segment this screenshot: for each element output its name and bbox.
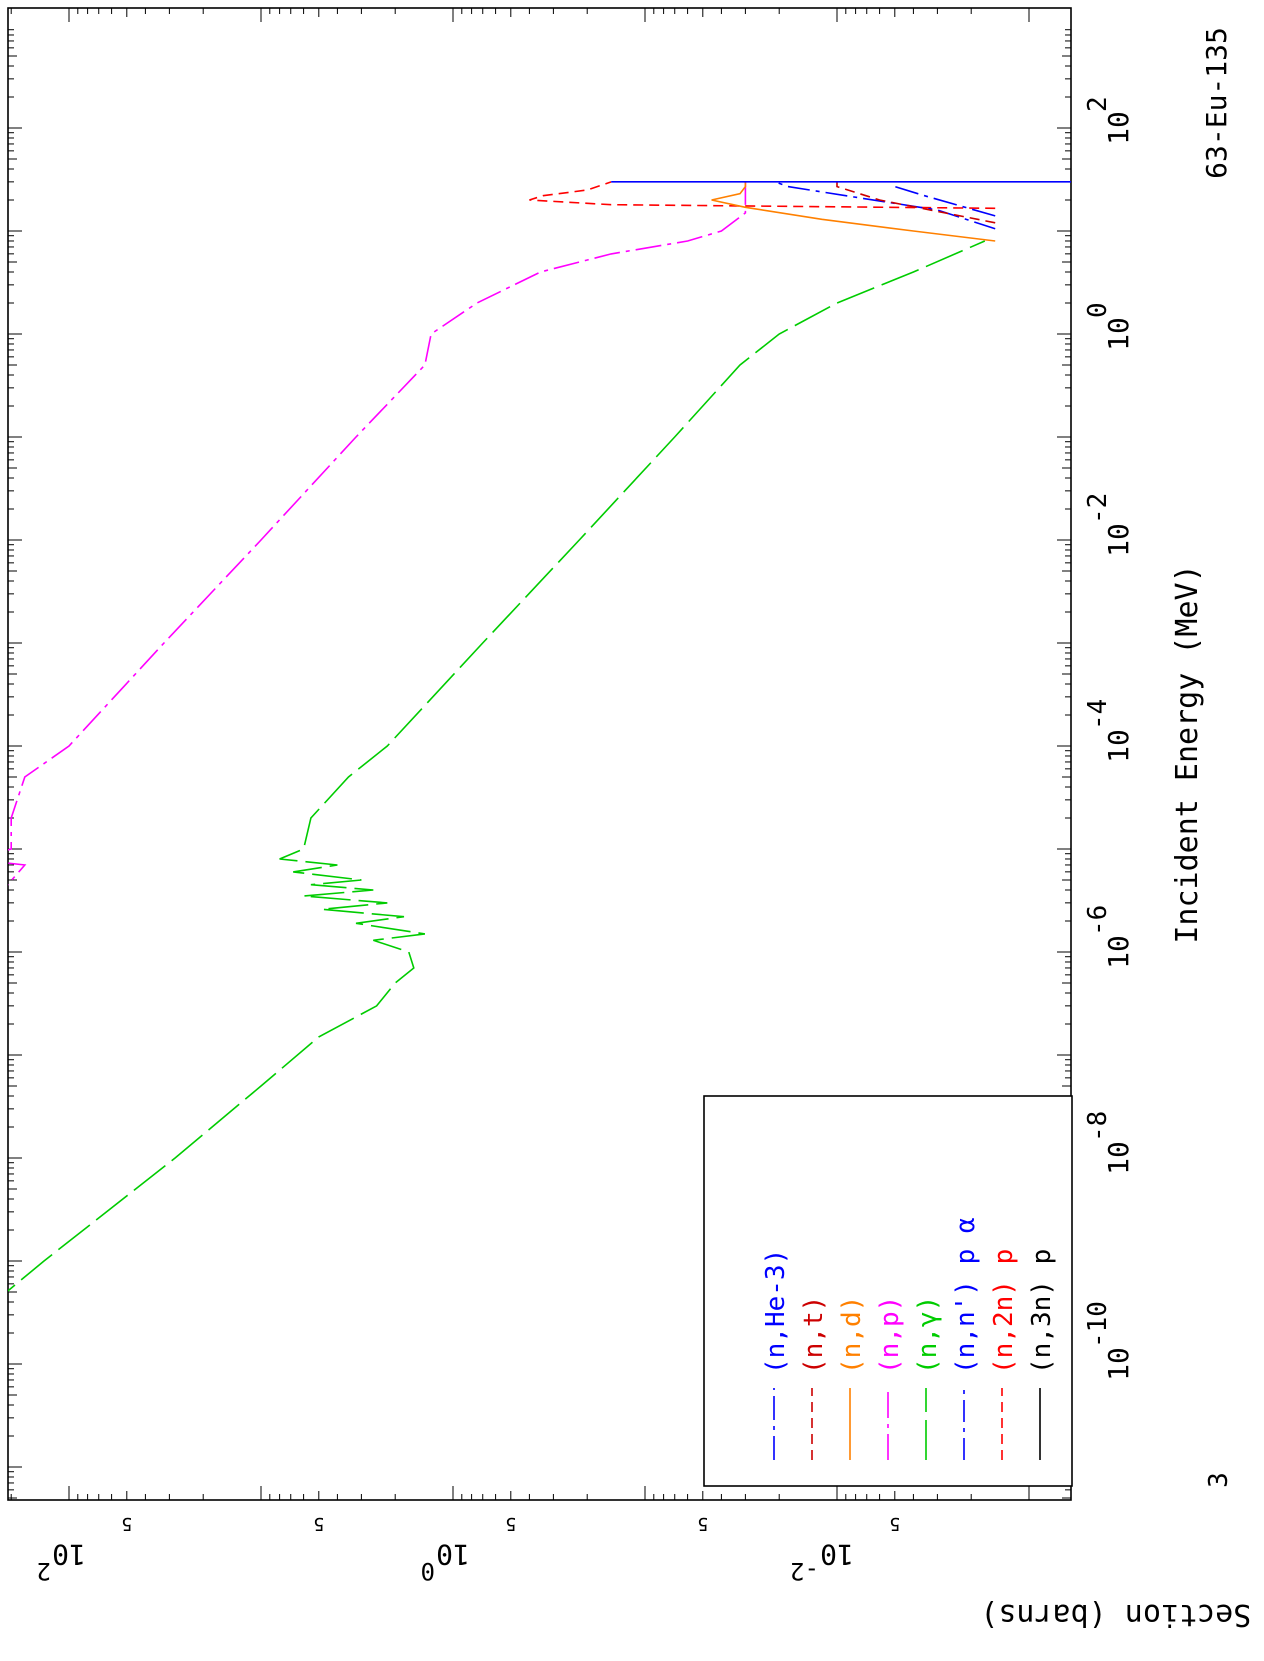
y-five-label: 5 [889,1513,900,1534]
svg-text:2: 2 [1083,96,1113,112]
series-line [8,240,986,1292]
series-line [893,181,996,217]
legend-label: (n,n') p α [951,1217,981,1374]
series-line [774,181,996,230]
data-curves [8,181,1071,1292]
y-five-label: 5 [697,1513,708,1534]
y-tick-label: 10-2 [790,1538,854,1585]
svg-text:0: 0 [421,1557,435,1585]
x-tick-label: 102 [1083,96,1135,145]
svg-text:-2: -2 [1083,493,1113,524]
svg-text:10: 10 [1102,1141,1135,1175]
x-edge-label: 3 [1204,1472,1234,1488]
legend-label: (n,2n) p [989,1249,1019,1374]
series-line [8,181,747,886]
x-tick-label: 10-8 [1083,1111,1135,1175]
svg-text:-10: -10 [1083,1301,1113,1348]
x-tick-label: 10-10 [1083,1301,1135,1381]
svg-text:10: 10 [1102,729,1135,763]
svg-text:0: 0 [1083,302,1113,318]
tick-labels: 10-1010-810-610-410-210010210-2100102104… [37,96,1135,1585]
svg-text:-2: -2 [790,1557,819,1585]
y-five-label: 5 [313,1513,324,1534]
legend: (n,3n) p (n,2n) p (n,n') p α (n,γ) (n,p) (n,d… [703,1095,1073,1487]
svg-text:10: 10 [1102,111,1135,145]
legend-label: (n,t) [799,1296,829,1374]
chart-title: 63-Eu-135 [1200,27,1233,179]
svg-text:-8: -8 [1083,1111,1113,1142]
y-tick-label: 100 [421,1538,470,1585]
legend-label: (n,d) [837,1296,867,1374]
x-axis-label: Incident Energy (MeV) [1170,564,1205,943]
svg-text:2: 2 [37,1557,51,1585]
legend-label: (n,γ) [913,1296,943,1374]
legend-label: (n,p) [875,1296,905,1374]
svg-text:-4: -4 [1083,699,1113,730]
plot-frame [7,7,1072,1501]
y-tick-label: 102 [37,1538,86,1585]
svg-text:10: 10 [1102,935,1135,969]
svg-text:10: 10 [820,1538,854,1571]
y-five-label: 5 [121,1513,132,1534]
svg-text:10: 10 [52,1538,86,1571]
x-tick-label: 10-6 [1083,905,1135,969]
legend-label: (n,He-3) [761,1249,791,1374]
series-line [711,181,996,242]
y-five-label: 5 [505,1513,516,1534]
y-axis-label: Cross Section (barns) [980,1597,1264,1632]
series-line [529,181,996,210]
x-tick-label: 100 [1083,302,1135,351]
legend-box [703,1095,1073,1487]
svg-text:10: 10 [1102,317,1135,351]
series-line [836,181,996,224]
svg-text:10: 10 [1102,1347,1135,1381]
x-tick-label: 10-4 [1083,699,1135,763]
svg-text:-6: -6 [1083,905,1113,936]
svg-text:10: 10 [436,1538,470,1571]
legend-label: (n,3n) p [1027,1249,1057,1374]
x-tick-label: 10-2 [1083,493,1135,557]
svg-text:10: 10 [1102,523,1135,557]
